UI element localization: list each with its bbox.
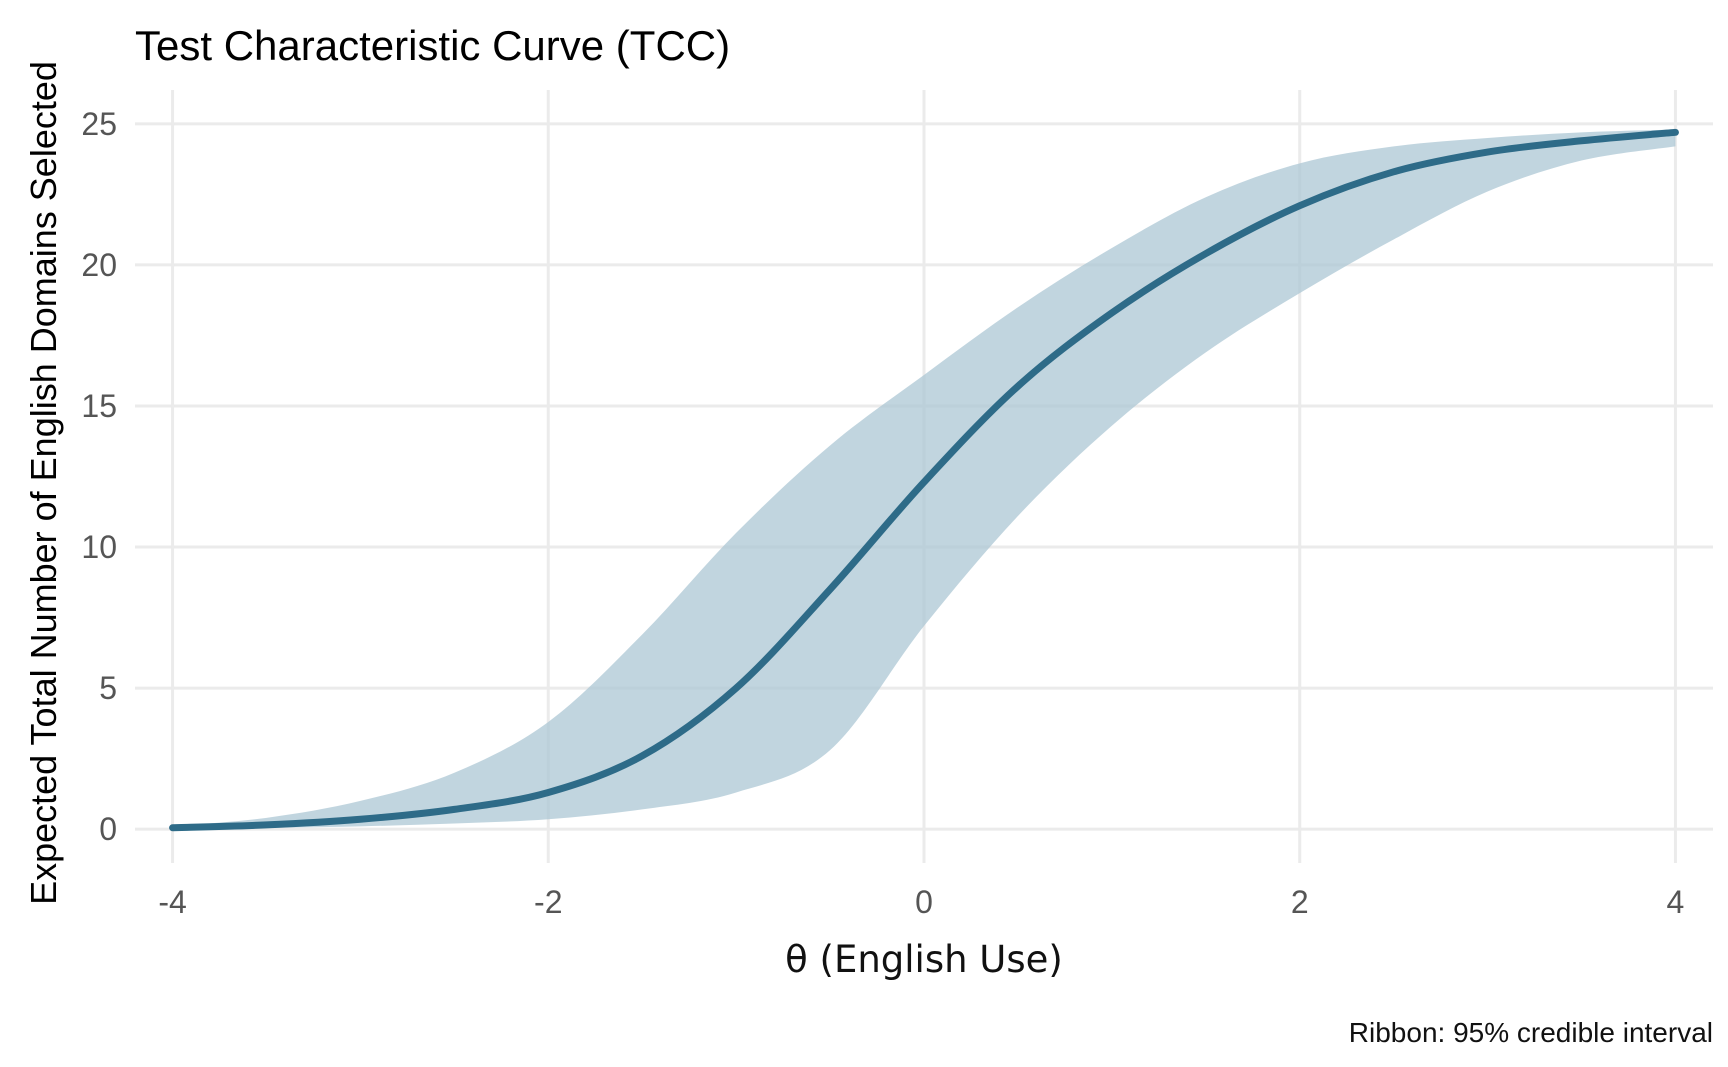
x-tick-label: 0 [915,884,933,920]
x-tick-label: 2 [1291,884,1309,920]
tcc-line [169,128,1679,832]
y-tick-label: 15 [81,388,117,424]
y-axis-title: Expected Total Number of English Domains… [23,61,64,905]
y-tick-label: 20 [81,247,117,283]
y-tick-label: 5 [99,670,117,706]
y-tick-label: 0 [99,811,117,847]
gridlines [135,90,1713,863]
y-tick-label: 25 [81,106,117,142]
chart-caption: Ribbon: 95% credible interval [1349,1017,1713,1048]
tick-labels: 0 5 10 15 20 25 -4 -2 0 2 4 [81,106,1684,920]
chart-title: Test Characteristic Curve (TCC) [135,22,730,69]
x-tick-label: 4 [1667,884,1685,920]
x-tick-label: -4 [158,884,186,920]
y-tick-label: 10 [81,529,117,565]
x-tick-label: -2 [534,884,562,920]
x-axis-title: θ (English Use) [785,938,1063,981]
